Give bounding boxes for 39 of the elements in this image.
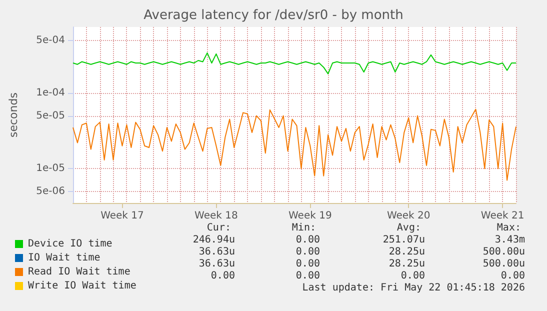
text: Max: — [496, 222, 521, 234]
x-tick-label: Week 21 — [480, 210, 524, 222]
text: 0.00 — [296, 234, 320, 246]
x-tick-label: Week 18 — [194, 210, 238, 222]
text: 0.00 — [296, 258, 320, 270]
text: Cur: — [206, 222, 231, 234]
x-tick-label: Week 19 — [288, 210, 332, 222]
text: 246.94u — [192, 234, 235, 246]
text: 0.00 — [500, 270, 525, 282]
y-tick-label: 5e-05 — [36, 110, 65, 122]
text: 36.63u — [198, 258, 235, 270]
legend-label: Write IO Wait time — [28, 280, 136, 292]
text: 500.00u — [482, 258, 525, 270]
y-tick-label: 1e-05 — [36, 163, 65, 174]
y-axis-title: seconds — [7, 92, 20, 138]
text: Avg: — [396, 222, 421, 234]
x-tick-label: Week 17 — [100, 210, 144, 222]
text: 0.00 — [296, 270, 320, 282]
y-tick-label: 5e-04 — [36, 34, 65, 46]
legend-label: IO Wait time — [28, 252, 100, 264]
x-tick-label: Week 20 — [386, 210, 430, 222]
y-tick-label: 1e-04 — [36, 88, 65, 99]
text: 500.00u — [482, 246, 525, 258]
chart-title: Average latency for /dev/sr0 - by month — [144, 8, 404, 23]
text: 28.25u — [388, 246, 425, 258]
text: 36.63u — [198, 246, 235, 258]
line-series — [72, 108, 516, 181]
text: 251.07u — [382, 234, 425, 246]
text: 0.00 — [296, 246, 320, 258]
text: 0.00 — [400, 270, 425, 282]
legend-label: Device IO time — [28, 238, 112, 250]
text: Last update: Fri May 22 01:45:18 2026 — [302, 282, 525, 294]
y-tick-label: 5e-06 — [36, 186, 65, 197]
text: 0.00 — [210, 270, 235, 282]
text: 28.25u — [388, 258, 425, 270]
line-series — [72, 52, 516, 74]
legend-label: Read IO Wait time — [28, 266, 130, 278]
text: 3.43m — [494, 234, 525, 246]
text: Min: — [292, 222, 316, 234]
